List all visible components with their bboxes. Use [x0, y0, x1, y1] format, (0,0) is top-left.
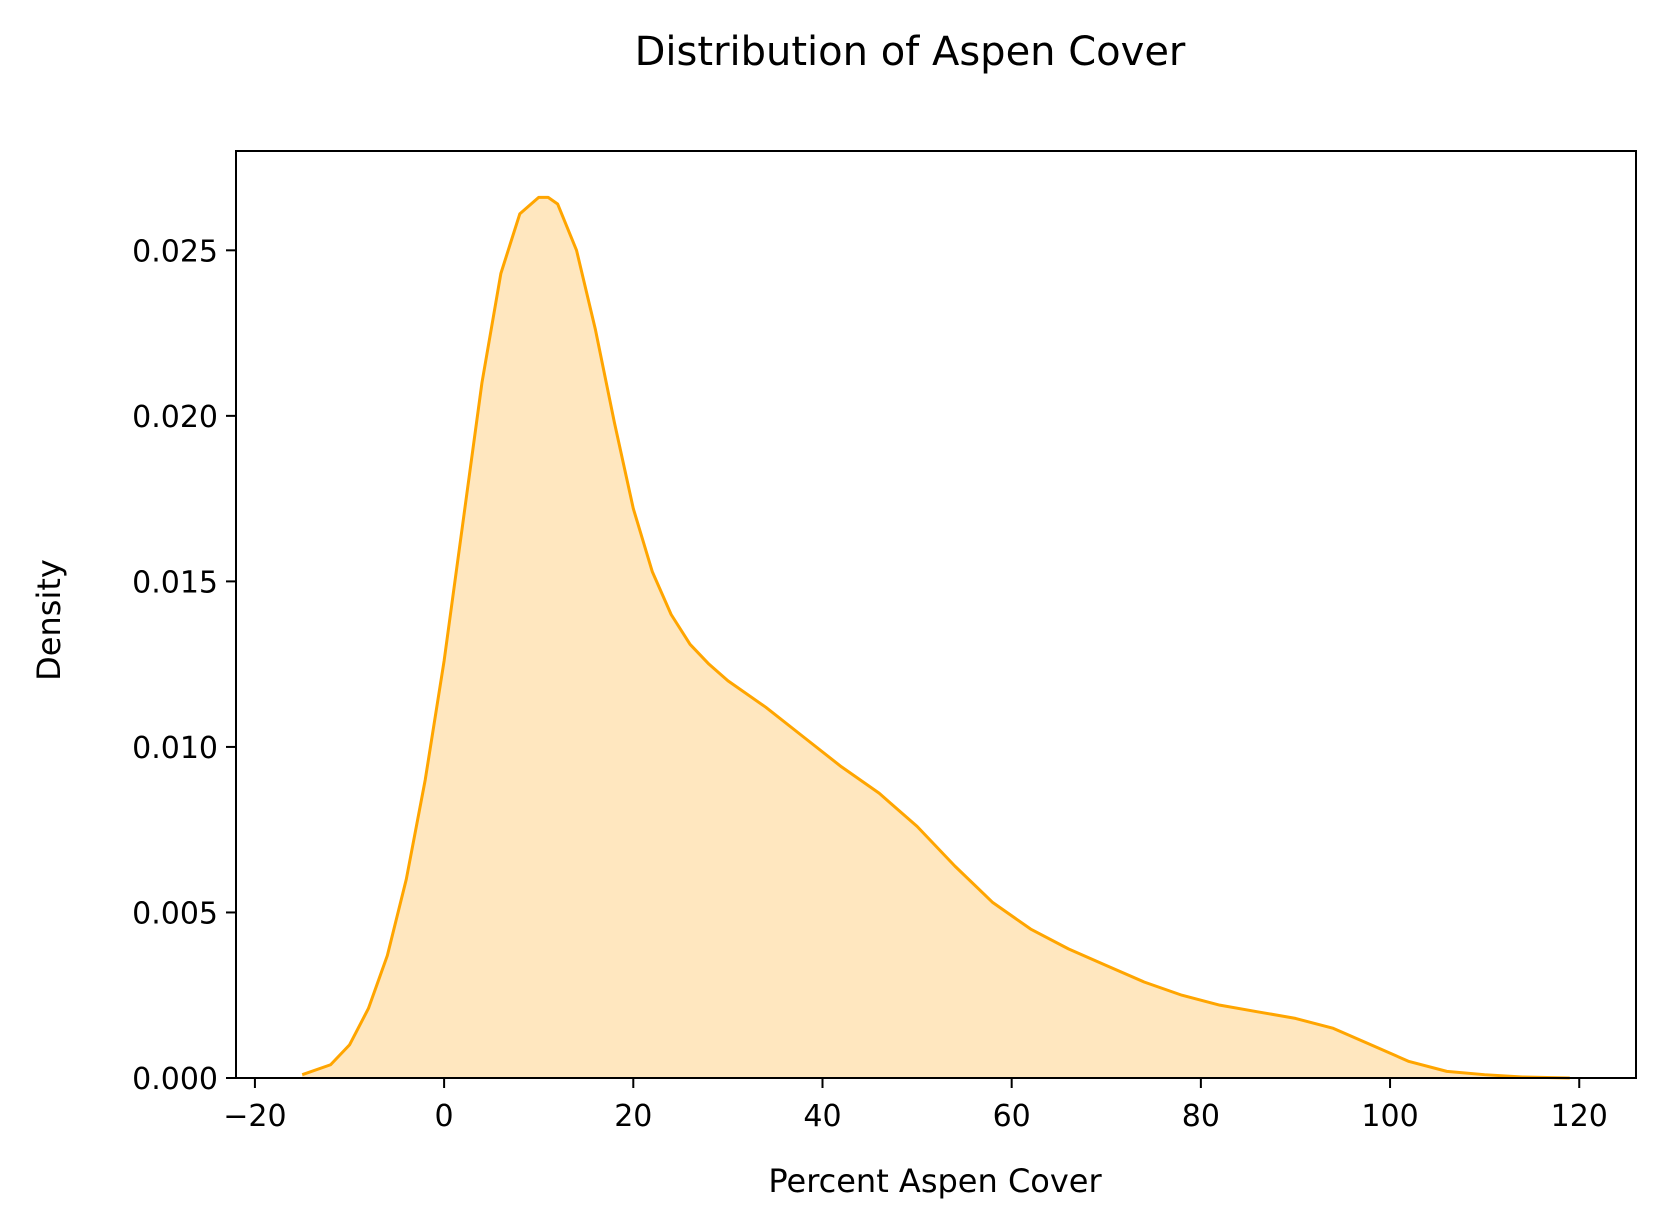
x-tick-label: 20 [614, 1099, 652, 1134]
x-tick-label: 100 [1361, 1099, 1418, 1134]
plot-area [301, 195, 1570, 1080]
y-tick-label: 0.020 [132, 400, 218, 435]
x-axis: −20 0 20 40 60 80 100 120 [223, 1078, 1608, 1134]
y-tick-label: 0.025 [132, 234, 218, 269]
chart-title: Distribution of Aspen Cover [635, 29, 1186, 75]
y-tick-label: 0.015 [132, 565, 218, 600]
x-tick-label: 40 [803, 1099, 841, 1134]
y-axis-label: Density [30, 559, 68, 681]
axes-frame [235, 150, 1637, 1079]
x-tick-label: −20 [223, 1099, 286, 1134]
x-axis-label: Percent Aspen Cover [768, 1162, 1102, 1200]
x-tick-label: 120 [1551, 1099, 1608, 1134]
x-tick-label: 0 [435, 1099, 454, 1134]
x-tick-label: 80 [1182, 1099, 1220, 1134]
y-axis: 0.000 0.005 0.010 0.015 0.020 0.025 [132, 234, 236, 1097]
density-area-fill [302, 197, 1570, 1079]
y-tick-label: 0.010 [132, 731, 218, 766]
density-curve [301, 195, 1570, 1080]
x-tick-label: 60 [993, 1099, 1031, 1134]
y-tick-label: 0.005 [132, 896, 218, 931]
y-tick-label: 0.000 [132, 1062, 218, 1097]
